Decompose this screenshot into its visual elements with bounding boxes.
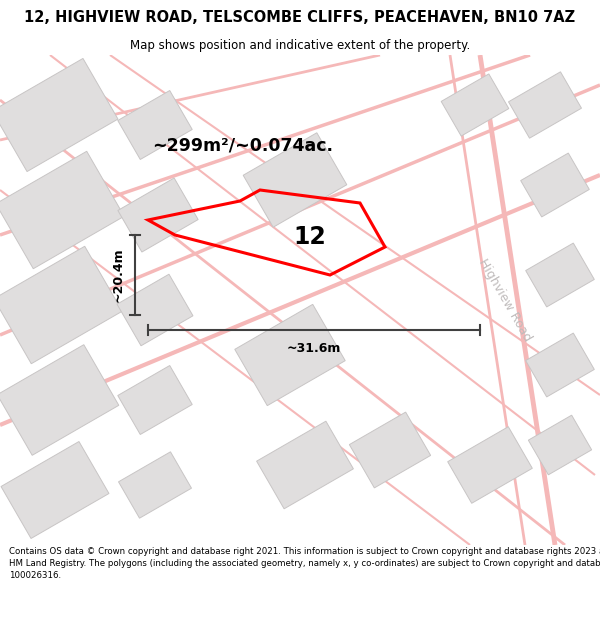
Polygon shape — [119, 452, 191, 518]
Text: ~20.4m: ~20.4m — [112, 248, 125, 302]
Polygon shape — [526, 333, 595, 397]
Polygon shape — [509, 72, 581, 138]
Polygon shape — [349, 412, 431, 488]
Polygon shape — [0, 151, 124, 269]
Text: ~31.6m: ~31.6m — [287, 342, 341, 355]
Polygon shape — [1, 441, 109, 539]
Polygon shape — [448, 427, 532, 503]
Polygon shape — [526, 243, 595, 307]
Polygon shape — [529, 415, 592, 475]
Polygon shape — [0, 345, 119, 455]
Text: Contains OS data © Crown copyright and database right 2021. This information is : Contains OS data © Crown copyright and d… — [9, 548, 600, 580]
Polygon shape — [257, 421, 353, 509]
Polygon shape — [521, 153, 589, 217]
Text: Map shows position and indicative extent of the property.: Map shows position and indicative extent… — [130, 39, 470, 51]
Polygon shape — [243, 132, 347, 228]
Text: 12, HIGHVIEW ROAD, TELSCOMBE CLIFFS, PEACEHAVEN, BN10 7AZ: 12, HIGHVIEW ROAD, TELSCOMBE CLIFFS, PEA… — [25, 10, 575, 25]
Text: ~299m²/~0.074ac.: ~299m²/~0.074ac. — [152, 136, 333, 154]
Polygon shape — [118, 91, 192, 159]
Polygon shape — [117, 274, 193, 346]
Polygon shape — [0, 246, 122, 364]
Text: Highview Road: Highview Road — [476, 256, 534, 344]
Polygon shape — [0, 59, 118, 171]
Polygon shape — [235, 304, 345, 406]
Polygon shape — [441, 74, 509, 136]
Polygon shape — [118, 366, 192, 434]
Polygon shape — [118, 178, 198, 252]
Text: 12: 12 — [293, 225, 326, 249]
